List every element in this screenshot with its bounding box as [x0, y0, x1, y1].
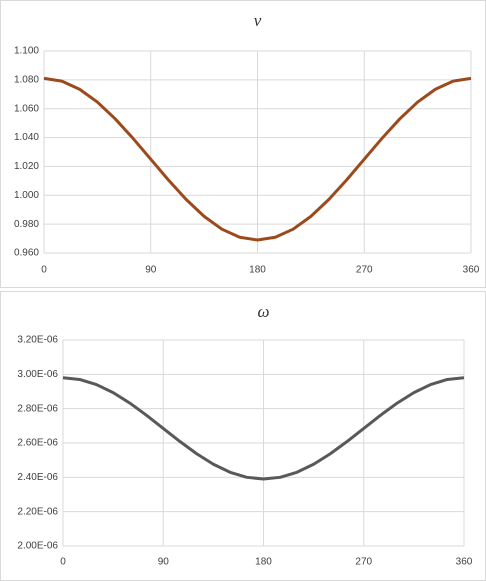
- x-tick-label: 270: [355, 557, 372, 568]
- y-tick-label: 2.40E-06: [17, 472, 58, 483]
- chart-title: v: [254, 11, 262, 30]
- y-tick-label: 0.980: [14, 219, 39, 230]
- chart-title: ω: [257, 302, 269, 321]
- y-tick-label: 0.960: [14, 248, 39, 259]
- x-tick-label: 0: [60, 557, 66, 568]
- y-tick-label: 1.100: [14, 46, 39, 57]
- chart-frame: [0, 0, 486, 288]
- y-tick-label: 2.20E-06: [17, 506, 58, 517]
- data-line: [62, 376, 465, 481]
- x-tick-label: 90: [158, 557, 170, 568]
- x-tick-label: 270: [356, 265, 373, 276]
- x-tick-label: 0: [41, 265, 47, 276]
- x-tick-label: 180: [249, 265, 266, 276]
- y-tick-label: 1.000: [14, 190, 39, 201]
- data-line: [43, 76, 472, 242]
- y-tick-label: 2.60E-06: [17, 438, 58, 449]
- y-tick-label: 1.020: [14, 161, 39, 172]
- y-tick-label: 2.00E-06: [17, 541, 58, 552]
- x-tick-label: 360: [463, 265, 480, 276]
- y-tick-label: 3.20E-06: [17, 335, 58, 346]
- x-tick-label: 180: [255, 557, 272, 568]
- x-tick-label: 90: [145, 265, 157, 276]
- x-tick-label: 360: [456, 557, 473, 568]
- y-tick-label: 1.060: [14, 103, 39, 114]
- y-tick-label: 3.00E-06: [17, 369, 58, 380]
- chart-frame: [0, 291, 486, 581]
- y-tick-label: 1.080: [14, 74, 39, 85]
- y-tick-label: 1.040: [14, 132, 39, 143]
- y-tick-label: 2.80E-06: [17, 403, 58, 414]
